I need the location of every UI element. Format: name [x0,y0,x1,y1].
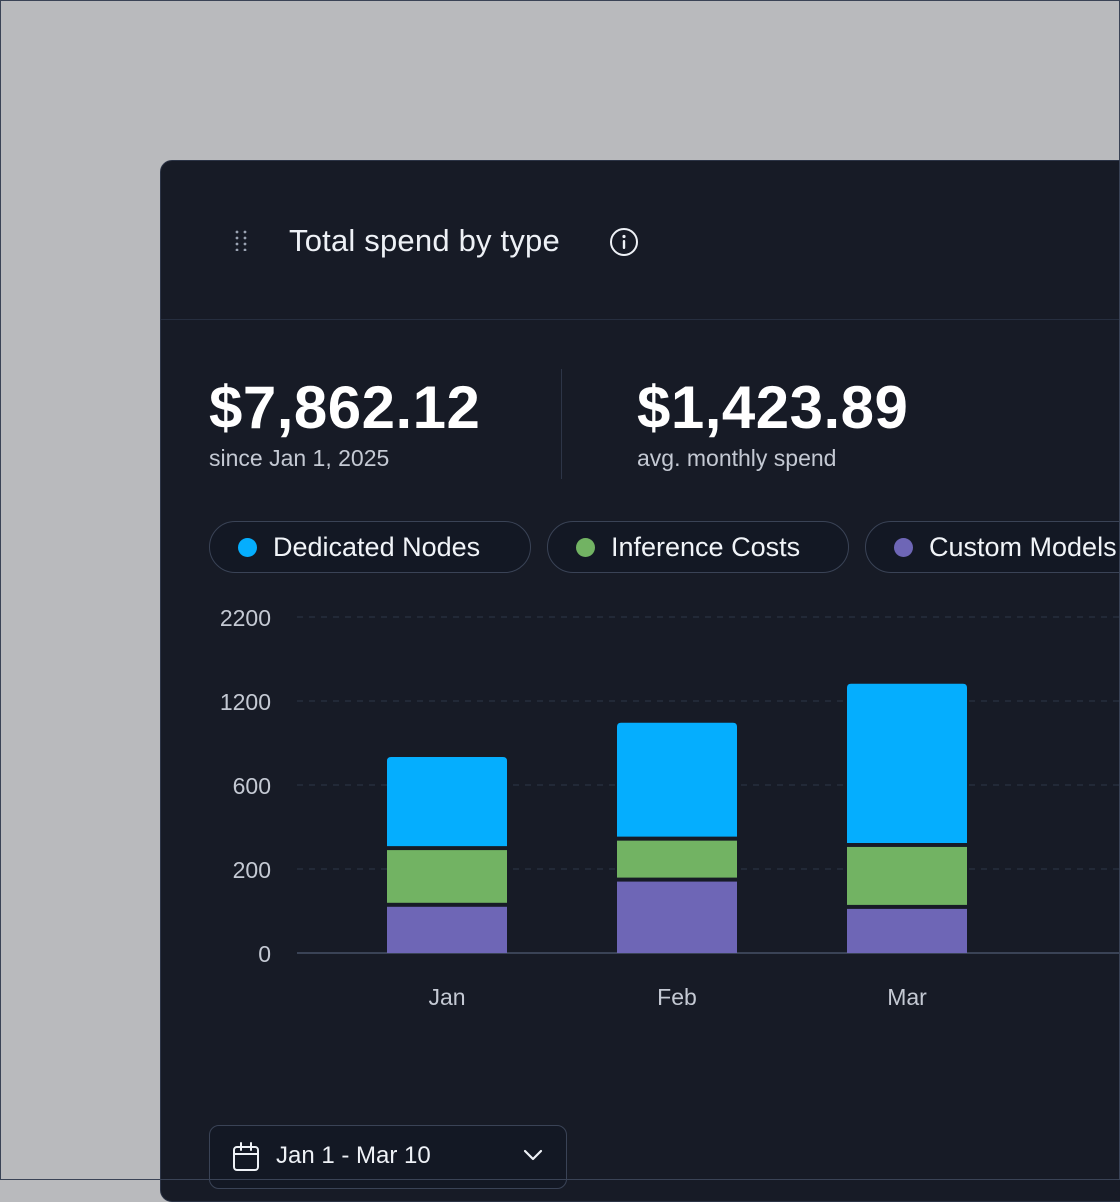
date-range-label: Jan 1 - Mar 10 [276,1142,431,1169]
y-tick-label: 0 [258,941,271,967]
avg-monthly-label: avg. monthly spend [637,445,837,471]
x-tick-label: Jan [428,984,465,1010]
y-tick-label: 600 [233,773,271,799]
bar-jan-inference-costs [387,850,507,903]
info-icon[interactable] [609,227,639,257]
legend-dot [238,537,257,557]
avg-monthly-stat: $1,423.89 avg. monthly spend [637,373,908,472]
legend-item-inference-costs[interactable]: Inference Costs [547,521,849,573]
bar-feb-dedicated-nodes [617,722,737,837]
date-range-picker[interactable]: Jan 1 - Mar 10 [209,1125,567,1189]
x-tick-label: Feb [657,984,697,1010]
grip-dots-icon[interactable] [233,229,249,251]
total-spend-label: since Jan 1, 2025 [209,445,390,471]
legend-label: Custom Models [929,531,1117,562]
total-spend-value: $7,862.12 [209,374,481,441]
legend-dot [894,537,913,557]
legend-item-custom-models[interactable]: Custom Models [865,521,1120,573]
y-tick-label: 1200 [220,689,271,715]
legend-label: Inference Costs [611,531,801,562]
bar-mar-custom-models [847,908,967,953]
calendar-icon [233,1142,259,1171]
bar-mar-inference-costs [847,846,967,905]
avg-monthly-value: $1,423.89 [637,374,909,441]
card-title: Total spend by type [289,223,560,258]
bar-mar-dedicated-nodes [847,683,967,843]
chevron-down-icon [523,1149,543,1161]
legend-label: Dedicated Nodes [273,531,481,562]
bar-feb-inference-costs [617,840,737,878]
stacked-bar-chart: 0 200 600 1200 2200 Jan Feb Mar [220,605,1120,1010]
legend-item-dedicated-nodes[interactable]: Dedicated Nodes [209,521,531,573]
bar-jan-custom-models [387,906,507,953]
stat-divider [561,369,562,479]
y-tick-label: 2200 [220,605,271,631]
bar-jan-dedicated-nodes [387,757,507,847]
x-tick-label: Mar [887,984,927,1010]
y-tick-label: 200 [233,857,271,883]
total-spend-stat: $7,862.12 since Jan 1, 2025 [209,373,480,472]
spend-by-type-card: Total spend by type $7,862.12 since Jan … [160,160,1120,1202]
card-header: Total spend by type [161,161,1120,320]
bar-feb-custom-models [617,881,737,953]
legend-dot [576,537,595,557]
